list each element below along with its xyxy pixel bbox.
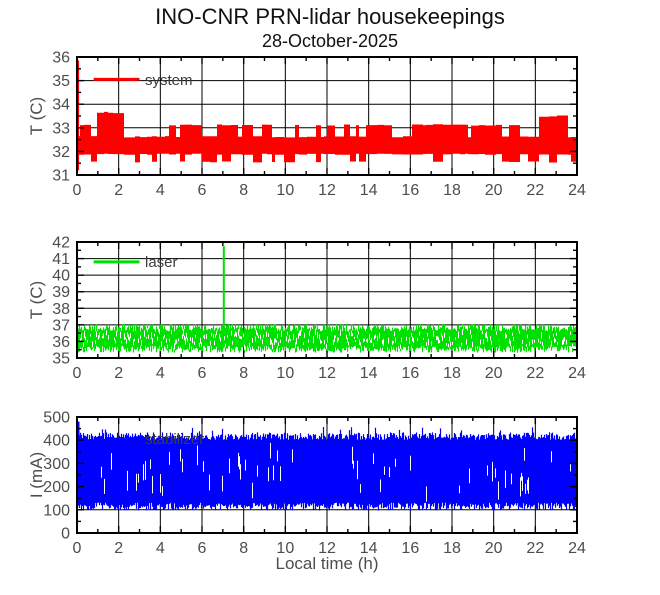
figure-title: INO-CNR PRN-lidar housekeepings (155, 4, 505, 29)
x-tick-label: 2 (114, 365, 123, 382)
x-tick-label: 2 (114, 540, 123, 557)
x-tick-label: 18 (443, 365, 461, 382)
x-tick-label: 24 (568, 540, 586, 557)
x-tick-label: 14 (360, 540, 378, 557)
x-tick-label: 22 (526, 182, 544, 199)
noise-texture (80, 328, 573, 350)
x-tick-label: 6 (198, 365, 207, 382)
y-tick-label: 35 (52, 351, 70, 368)
x-tick-label: 14 (360, 365, 378, 382)
x-axis-title: Local time (h) (276, 554, 379, 573)
y-tick-label: 31 (52, 168, 70, 185)
x-tick-label: 10 (276, 365, 294, 382)
x-tick-label: 16 (401, 182, 419, 199)
x-tick-label: 18 (443, 540, 461, 557)
y-axis-title-laser: T (C) (27, 281, 46, 319)
x-tick-label: 2 (114, 182, 123, 199)
y-tick-label: 0 (61, 526, 70, 543)
x-tick-label: 8 (239, 182, 248, 199)
x-tick-label: 8 (239, 365, 248, 382)
x-tick-label: 20 (485, 540, 503, 557)
x-tick-label: 14 (360, 182, 378, 199)
x-tick-label: 10 (276, 182, 294, 199)
y-tick-label: 500 (43, 410, 70, 427)
x-tick-label: 0 (73, 182, 82, 199)
x-tick-label: 4 (156, 540, 165, 557)
y-tick-label: 100 (43, 502, 70, 519)
y-tick-label: 42 (52, 235, 70, 252)
legend-label-system: system (145, 72, 193, 89)
x-tick-label: 10 (276, 540, 294, 557)
x-tick-label: 4 (156, 182, 165, 199)
y-tick-label: 37 (52, 317, 70, 334)
y-tick-label: 35 (52, 73, 70, 90)
x-tick-label: 18 (443, 182, 461, 199)
y-tick-label: 40 (52, 268, 70, 285)
x-tick-label: 6 (198, 182, 207, 199)
y-tick-label: 300 (43, 456, 70, 473)
x-tick-label: 12 (318, 365, 336, 382)
y-tick-label: 39 (52, 284, 70, 301)
y-tick-label: 41 (52, 251, 70, 268)
y-tick-label: 32 (52, 144, 70, 161)
legend-label-laser: laser (145, 254, 178, 271)
x-tick-label: 12 (318, 182, 336, 199)
x-tick-label: 0 (73, 365, 82, 382)
y-axis-title-system: T (C) (27, 97, 46, 135)
x-tick-label: 22 (526, 540, 544, 557)
x-tick-label: 12 (318, 540, 336, 557)
y-tick-label: 33 (52, 120, 70, 137)
y-tick-label: 34 (52, 97, 70, 114)
x-tick-label: 20 (485, 365, 503, 382)
x-tick-label: 24 (568, 365, 586, 382)
x-tick-label: 8 (239, 540, 248, 557)
x-tick-label: 16 (401, 540, 419, 557)
y-tick-label: 400 (43, 433, 70, 450)
y-tick-label: 38 (52, 301, 70, 318)
x-tick-label: 20 (485, 182, 503, 199)
x-tick-label: 22 (526, 365, 544, 382)
x-tick-label: 0 (73, 540, 82, 557)
figure-date-subtitle: 28-October-2025 (262, 31, 398, 51)
x-tick-label: 24 (568, 182, 586, 199)
y-tick-label: 36 (52, 50, 70, 67)
y-axis-title-stabilizer: I (mA) (27, 452, 46, 498)
x-tick-label: 4 (156, 365, 165, 382)
y-tick-label: 36 (52, 334, 70, 351)
x-tick-label: 16 (401, 365, 419, 382)
x-tick-label: 6 (198, 540, 207, 557)
y-tick-label: 200 (43, 479, 70, 496)
legend-label-stabilizer: stabilizer (145, 431, 204, 448)
data-band-system (77, 111, 577, 163)
event-spike-laser (222, 246, 225, 332)
